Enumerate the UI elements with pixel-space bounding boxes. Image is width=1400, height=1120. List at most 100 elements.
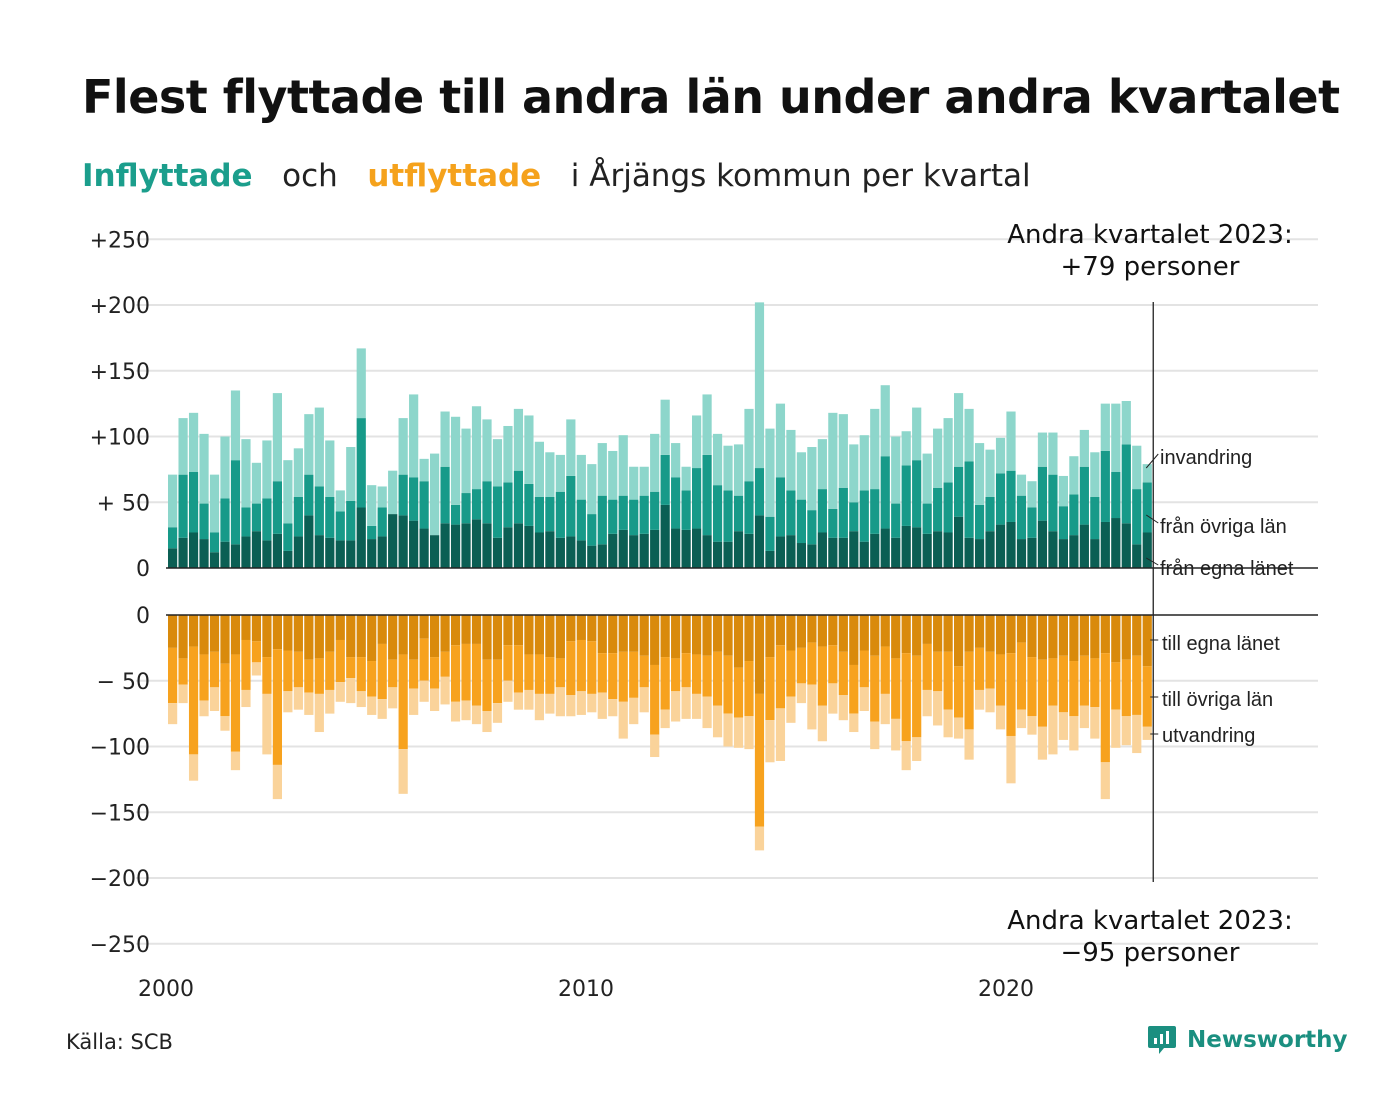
inflow-bar-egna <box>608 533 618 568</box>
outflow-bar-egna <box>587 615 597 642</box>
outflow-bar-egna <box>964 615 974 652</box>
outflow-bar-egna <box>335 615 345 640</box>
outflow-bar-egna <box>513 615 524 646</box>
inflow-bar-egna <box>409 520 419 568</box>
inflow-bar-egna <box>251 531 262 568</box>
inflow-bar-invandring <box>461 428 471 494</box>
inflow-bar-egna <box>985 531 995 568</box>
inflow-bar-ovriga <box>922 503 932 534</box>
inflow-bar-egna <box>639 533 649 568</box>
y-tick-label: −250 <box>90 933 150 958</box>
inflow-bar-egna <box>492 537 503 568</box>
inflow-bar-egna <box>702 535 712 568</box>
inflow-bar-invandring <box>262 440 272 499</box>
outflow-bar-ovriga <box>587 641 597 694</box>
outflow-bar-ovriga <box>754 693 765 827</box>
outflow-bar-ovriga <box>346 657 356 679</box>
inflow-bar-invandring <box>754 302 765 469</box>
subtitle-out-word: utflyttade <box>367 158 542 194</box>
subtitle-mid: och <box>282 158 338 194</box>
series-label-out: utvandring <box>1162 725 1255 747</box>
inflow-bar-ovriga <box>1121 444 1131 524</box>
outflow-bar-utvandring <box>304 692 314 715</box>
inflow-bar-invandring <box>576 454 586 500</box>
outflow-bar-utvandring <box>450 701 461 722</box>
outflow-bar-egna <box>765 615 775 658</box>
inflow-bar-egna <box>723 541 733 568</box>
outflow-bar-ovriga <box>492 659 503 704</box>
outflow-bar-utvandring <box>178 684 188 704</box>
inflow-bar-invandring <box>859 435 869 491</box>
y-tick-label: −100 <box>90 736 150 761</box>
brand-logo[interactable]: Newsworthy <box>1147 1024 1348 1056</box>
inflow-bar-invandring <box>891 436 901 504</box>
outflow-bar-utvandring <box>524 689 534 710</box>
inflow-bar-ovriga <box>744 481 754 534</box>
inflow-bar-ovriga <box>608 499 618 534</box>
outflow-bar-ovriga <box>304 659 314 693</box>
inflow-bar-egna <box>671 528 681 568</box>
outflow-bar-utvandring <box>293 687 303 710</box>
inflow-bar-ovriga <box>283 523 293 551</box>
inflow-bar-invandring <box>712 433 723 486</box>
inflow-bar-egna <box>1037 520 1048 568</box>
outflow-bar-ovriga <box>1142 666 1152 727</box>
outflow-bar-ovriga <box>555 658 565 688</box>
outflow-bar-utvandring <box>398 749 408 794</box>
inflow-bar-egna <box>1121 523 1131 568</box>
inflow-bar-egna <box>712 541 723 568</box>
inflow-bar-egna <box>587 545 597 568</box>
inflow-bar-egna <box>933 531 943 568</box>
y-tick-label: + 50 <box>97 491 150 516</box>
outflow-bar-utvandring <box>618 701 628 739</box>
inflow-bar-invandring <box>702 394 712 455</box>
y-tick-label: 0 <box>136 557 150 582</box>
inflow-bar-ovriga <box>1132 489 1142 545</box>
inflow-bar-invandring <box>681 466 691 491</box>
outflow-bar-egna <box>534 615 544 655</box>
inflow-bar-egna <box>461 523 471 568</box>
inflow-bar-egna <box>346 540 356 568</box>
inflow-bar-egna <box>964 537 974 568</box>
outflow-bar-egna <box>450 615 461 646</box>
outflow-bar-utvandring <box>712 705 723 738</box>
outflow-bar-utvandring <box>838 695 848 721</box>
label-connector <box>1145 557 1159 566</box>
series-label-out: till övriga län <box>1162 689 1273 711</box>
chart-subtitle: Inflyttade och utflyttade i Årjängs komm… <box>82 158 1031 194</box>
outflow-bar-utvandring <box>534 693 544 721</box>
inflow-bar-egna <box>1111 518 1121 568</box>
inflow-bar-ovriga <box>943 482 953 533</box>
inflow-bar-ovriga <box>335 511 345 541</box>
inflow-bar-ovriga <box>450 504 461 525</box>
inflow-bar-egna <box>314 535 324 568</box>
subtitle-in-word: Inflyttade <box>82 158 253 194</box>
inflow-bar-egna <box>356 507 366 568</box>
inflow-bar-egna <box>534 532 544 568</box>
inflow-bar-egna <box>576 540 586 568</box>
inflow-bar-invandring <box>849 444 859 503</box>
inflow-bar-ovriga <box>974 504 985 540</box>
outflow-bar-utvandring <box>985 688 995 713</box>
inflow-bar-invandring <box>618 435 628 496</box>
inflow-bar-ovriga <box>723 490 733 542</box>
outflow-bar-ovriga <box>712 651 723 706</box>
inflow-bar-invandring <box>272 393 282 482</box>
inflow-bar-invandring <box>230 390 241 461</box>
outflow-bar-ovriga <box>388 659 398 688</box>
inflow-bar-ovriga <box>639 495 649 534</box>
outflow-bar-egna <box>388 615 398 660</box>
inflow-bar-ovriga <box>849 502 859 532</box>
inflow-bar-egna <box>786 535 796 568</box>
inflow-bar-invandring <box>587 464 597 515</box>
outflow-bar-egna <box>1079 615 1089 656</box>
inflow-bar-ovriga <box>262 498 272 541</box>
outflow-bar-egna <box>356 615 366 658</box>
inflow-bar-invandring <box>492 439 503 487</box>
outflow-bar-ovriga <box>660 657 670 710</box>
inflow-bar-ovriga <box>1100 450 1110 522</box>
inflow-bar-ovriga <box>1111 472 1121 519</box>
outflow-bar-egna <box>188 615 199 647</box>
outflow-bar-ovriga <box>325 651 335 690</box>
inflow-bar-ovriga <box>209 532 220 553</box>
